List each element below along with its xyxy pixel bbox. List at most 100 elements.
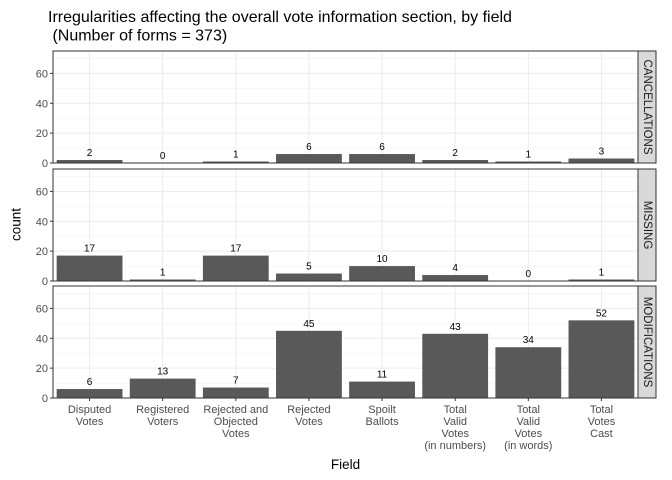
x-tick-label: Registered Voters	[136, 404, 189, 428]
bar-value-label: 13	[157, 367, 169, 378]
bar-value-label: 3	[599, 147, 605, 158]
facet-strip	[637, 50, 657, 164]
x-tick-label-line: Cast	[590, 428, 613, 440]
bar	[568, 279, 635, 281]
bar-value-label: 34	[523, 335, 535, 346]
y-tick-label: 60	[36, 68, 48, 80]
y-tick-label: 20	[36, 128, 48, 140]
y-tick-label: 20	[36, 246, 48, 258]
bar	[202, 387, 269, 398]
x-tick-label-line: Total	[444, 404, 467, 416]
bar-value-label: 11	[377, 370, 388, 381]
y-tick-label: 0	[42, 393, 48, 405]
x-tick-label-line: Valid	[443, 416, 467, 428]
facet-strip-label: MISSING	[641, 201, 653, 250]
y-tick-label: 40	[36, 333, 48, 345]
y-axis-title: count	[9, 208, 24, 241]
x-tick-label: Spoilt Ballots	[366, 404, 400, 428]
bar-value-label: 2	[452, 148, 458, 159]
x-tick-label-line: Votes	[76, 416, 104, 428]
panel-background	[53, 51, 638, 163]
x-tick-label: Total Votes Cast	[588, 404, 616, 440]
bar-value-label: 0	[526, 269, 532, 280]
x-tick-label-line: Rejected and	[203, 404, 268, 416]
bar-value-label: 1	[526, 150, 532, 161]
x-tick-label-line: Registered	[136, 404, 189, 416]
bar-value-label: 6	[87, 377, 93, 388]
facet-panel-modifications: 0 20 40 60 6 13 7 45 11 43 34 52 MODIFICATIONS Disput…	[36, 285, 657, 452]
bar-value-label: 10	[377, 254, 389, 265]
bar	[202, 255, 269, 281]
bar-value-label: 45	[303, 319, 315, 330]
bar	[202, 161, 269, 163]
bar	[129, 279, 196, 281]
x-tick-label-line: Votes	[588, 416, 616, 428]
bar	[276, 154, 342, 163]
bar	[349, 266, 415, 281]
x-tick-label-line: Total	[590, 404, 613, 416]
chart-title-line: Irregularities affecting the overall vot…	[48, 9, 512, 26]
bar	[349, 154, 415, 163]
y-tick-label: 40	[36, 98, 48, 110]
bar	[495, 161, 562, 163]
bar-value-label: 1	[599, 268, 605, 279]
bar-value-label: 1	[160, 268, 166, 279]
panel-background	[53, 169, 638, 281]
x-tick-label-line: Rejected	[287, 404, 330, 416]
x-tick-label-line: Ballots	[366, 416, 400, 428]
x-tick-label-line: Votes	[515, 428, 543, 440]
x-tick-label-line: Voters	[147, 416, 179, 428]
bar-value-label: 1	[233, 150, 239, 161]
bar	[568, 158, 635, 163]
x-tick-label: Total Valid Votes (in numbers)	[424, 404, 486, 452]
bar	[422, 333, 489, 398]
x-tick-label-line: Disputed	[68, 404, 111, 416]
facet-strip-label: MODIFICATIONS	[641, 297, 653, 388]
x-tick-label: Disputed Votes	[68, 404, 111, 428]
bar	[56, 160, 123, 163]
bar	[56, 255, 123, 281]
bar-value-label: 7	[233, 376, 239, 387]
facet-strip	[637, 285, 657, 399]
bar-value-label: 6	[306, 142, 312, 153]
x-tick-label-line: Votes	[222, 428, 250, 440]
bar	[56, 389, 123, 398]
bar	[568, 320, 635, 398]
x-tick-label-line: Votes	[295, 416, 323, 428]
bar	[422, 160, 489, 163]
x-tick-label-line: Spoilt	[368, 404, 396, 416]
y-tick-label: 0	[42, 158, 48, 170]
facet-strip	[637, 168, 657, 282]
x-tick-label: Rejected Votes	[287, 404, 330, 428]
x-tick-label-line: Valid	[516, 416, 540, 428]
y-tick-label: 60	[36, 186, 48, 198]
x-tick-label-line: (in numbers)	[424, 440, 486, 452]
bar	[276, 273, 342, 281]
y-tick-label: 0	[42, 276, 48, 288]
x-axis-title: Field	[331, 457, 360, 472]
chart-title-line: (Number of forms = 373)	[48, 28, 227, 45]
x-tick-label-line: Objected	[214, 416, 258, 428]
bar-value-label: 2	[87, 148, 93, 159]
x-tick-label-line: (in words)	[504, 440, 552, 452]
bar-value-label: 52	[596, 308, 608, 319]
y-tick-label: 20	[36, 363, 48, 375]
bar	[276, 330, 342, 398]
bar	[495, 347, 562, 398]
bar	[129, 378, 196, 398]
bar	[349, 381, 415, 398]
x-tick-label: Total Valid Votes (in words)	[504, 404, 552, 452]
x-tick-label-line: Total	[517, 404, 540, 416]
bar-value-label: 17	[230, 244, 242, 255]
bar-value-label: 17	[84, 244, 96, 255]
bar-value-label: 5	[306, 262, 312, 273]
facet-strip-label: CANCELLATIONS	[641, 59, 653, 154]
x-tick-label-line: Votes	[441, 428, 469, 440]
bar-value-label: 0	[160, 151, 166, 162]
bar-value-label: 6	[379, 142, 385, 153]
y-tick-label: 40	[36, 216, 48, 228]
y-tick-label: 60	[36, 303, 48, 315]
bar-value-label: 43	[450, 322, 462, 333]
